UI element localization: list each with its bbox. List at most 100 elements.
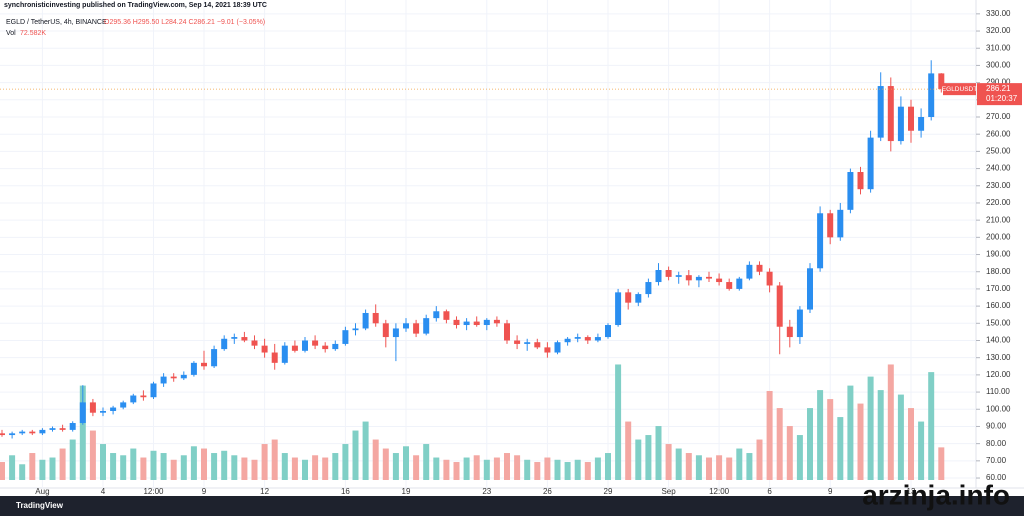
candle-body — [69, 423, 76, 430]
volume-bar — [786, 426, 793, 480]
volume-bar — [756, 439, 763, 480]
y-tick-label: 60.00 — [986, 473, 1007, 482]
volume-bar — [392, 453, 399, 480]
volume-bar — [160, 453, 167, 480]
candle-body — [110, 407, 117, 411]
volume-bar — [100, 444, 106, 480]
volume-bar — [190, 446, 197, 480]
candle-body — [29, 431, 36, 434]
volume-bar — [615, 364, 622, 480]
volume-bar — [352, 430, 359, 480]
volume-bar — [120, 455, 127, 480]
volume-bar — [342, 444, 349, 480]
candle-body — [877, 86, 884, 138]
x-tick-label: 9 — [202, 487, 207, 496]
y-tick-label: 80.00 — [986, 439, 1007, 448]
volume-bar — [9, 455, 16, 480]
watermark: arzinja.info — [862, 479, 1010, 510]
volume-bar — [281, 453, 288, 480]
candle-body — [170, 376, 177, 379]
candle-body — [736, 278, 743, 289]
volume-bar — [29, 453, 36, 480]
candle-body — [9, 433, 16, 436]
volume-bar — [201, 448, 207, 480]
y-tick-label: 260.00 — [986, 129, 1011, 138]
candle-body — [130, 395, 137, 403]
brand[interactable]: TradingView — [16, 501, 64, 510]
volume-bar — [473, 455, 480, 480]
x-tick-label: 12:00 — [709, 487, 730, 496]
candle-body — [463, 321, 470, 326]
x-tick-label: 26 — [543, 487, 552, 496]
candle-body — [19, 431, 26, 434]
candle-body — [0, 433, 5, 436]
footer-bar — [0, 496, 1024, 516]
volume-bar — [483, 459, 490, 480]
y-tick-label: 290.00 — [986, 78, 1011, 87]
x-tick-label: 19 — [402, 487, 411, 496]
volume-bar — [261, 444, 268, 480]
price-tag — [977, 83, 1022, 106]
volume-bar — [19, 464, 26, 480]
volume-bar — [382, 448, 389, 480]
x-tick-label: 9 — [828, 487, 833, 496]
x-tick-label: 29 — [604, 487, 613, 496]
volume-bar — [796, 435, 803, 480]
y-tick-label: 160.00 — [986, 301, 1011, 310]
volume-bar — [574, 459, 581, 480]
candle-body — [201, 362, 207, 367]
candle-body — [342, 330, 349, 344]
volume-bar — [140, 457, 147, 480]
candle-body — [231, 337, 238, 339]
volume-bar — [271, 439, 278, 480]
volume-bar — [110, 453, 117, 480]
y-tick-label: 210.00 — [986, 215, 1011, 224]
published: synchronisticinvesting published on Trad… — [4, 2, 267, 9]
candle-body — [403, 323, 409, 329]
candle-body — [827, 213, 834, 238]
candle-body — [938, 73, 945, 90]
volume-bar — [877, 390, 884, 480]
candle-body — [140, 395, 147, 398]
candle-body — [352, 328, 359, 331]
candle-body — [867, 137, 874, 190]
volume-bar — [241, 457, 248, 480]
candle-body — [645, 282, 652, 295]
candle-body — [291, 345, 298, 351]
y-tick-label: 230.00 — [986, 181, 1011, 190]
volume-bar — [251, 459, 258, 480]
candle-body — [49, 428, 56, 430]
volume-bar — [544, 457, 551, 480]
volume-bar — [584, 462, 591, 480]
candle-body — [807, 268, 813, 310]
candle-body — [746, 264, 753, 279]
candle-body — [79, 402, 86, 424]
candle-body — [312, 340, 319, 346]
candle-body — [655, 270, 662, 283]
candle-body — [796, 309, 803, 338]
volume-bar — [807, 408, 813, 480]
y-tick-label: 190.00 — [986, 250, 1011, 259]
candle-body — [261, 345, 268, 353]
x-tick-label: 16 — [341, 487, 350, 496]
y-tick-label: 90.00 — [986, 422, 1007, 431]
candle-body — [594, 337, 601, 341]
candle-body — [635, 294, 642, 303]
y-tick-label: 320.00 — [986, 26, 1011, 35]
y-tick-label: 130.00 — [986, 353, 1011, 362]
volume-bar — [534, 462, 541, 480]
candle-body — [423, 318, 430, 334]
candle-body — [433, 311, 440, 319]
volume-bar — [908, 408, 914, 480]
volume-bar — [746, 453, 753, 480]
x-tick-label: 12 — [260, 487, 269, 496]
volume-bar — [291, 457, 298, 480]
volume-bar — [594, 457, 601, 480]
volume-bar — [554, 459, 561, 480]
volume-bar — [514, 455, 521, 480]
volume-bar — [665, 444, 672, 480]
y-tick-label: 310.00 — [986, 43, 1011, 52]
symbol: EGLD / TetherUS, 4h, BINANCE — [6, 19, 107, 26]
candle-body — [726, 282, 733, 289]
